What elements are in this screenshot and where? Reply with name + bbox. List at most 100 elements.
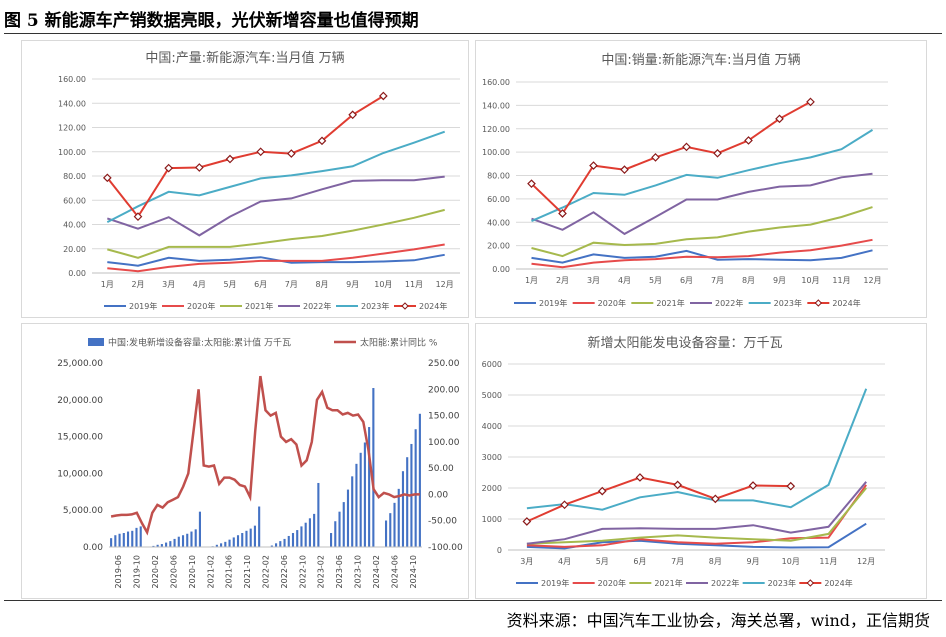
- y-tick-label: 1000: [482, 515, 502, 524]
- source-divider: [4, 600, 942, 601]
- y-left-tick-label: 10,000.00: [57, 469, 103, 479]
- x-tick-label: 2021-10: [243, 555, 252, 588]
- data-point: [558, 209, 567, 218]
- data-point: [744, 136, 753, 145]
- data-point: [748, 481, 758, 490]
- x-tick-label: 10月: [801, 276, 819, 285]
- data-point: [682, 142, 691, 152]
- chart-panel-solar-cumulative: 0.00 5,000.00 10,000.00 15,000.00 20,000.00 2…: [21, 323, 469, 599]
- bar: [418, 413, 421, 547]
- x-tick-label: 2020-10: [188, 555, 197, 588]
- bar: [283, 538, 286, 547]
- source-note: 资料来源：中国汽车工业协会，海关总署，wind，正信期货: [506, 611, 930, 630]
- data-point: [597, 486, 607, 496]
- bar: [351, 476, 354, 547]
- bar: [253, 525, 256, 547]
- chart-production: 中国:产量:新能源汽车:当月值 万辆 0.00 20.00 40.00 60.00 80.…: [58, 50, 460, 311]
- bar: [414, 429, 417, 547]
- data-point: [635, 473, 645, 482]
- bar: [300, 526, 303, 547]
- bar: [334, 521, 337, 547]
- bar: [198, 511, 201, 547]
- y-right-tick-label: 50.00: [428, 464, 454, 474]
- series-line-2023: [526, 388, 868, 511]
- y-right-tick-label: 150.00: [428, 412, 460, 422]
- series-line-2021: [107, 208, 445, 259]
- legend-label: 2022年: [711, 578, 739, 588]
- bar-series: [110, 388, 421, 547]
- series-2021: [531, 206, 873, 258]
- series-line-2024: [526, 476, 791, 523]
- legend-label: 2021年: [245, 301, 273, 311]
- bar: [359, 452, 362, 547]
- x-tick-label: 2021-02: [206, 555, 215, 588]
- bar: [355, 463, 358, 547]
- series-line-2019: [531, 249, 873, 264]
- x-tick-label: 11月: [832, 276, 850, 285]
- y-tick-label: 40.00: [63, 221, 86, 230]
- y-left-tick-label: 25,000.00: [57, 359, 103, 369]
- x-tick-label: 5月: [649, 276, 662, 285]
- x-tick-label: 3月: [587, 276, 600, 285]
- bar: [296, 530, 299, 547]
- bar: [131, 530, 134, 547]
- bar: [139, 526, 142, 547]
- y-tick-label: 100.00: [58, 148, 86, 157]
- x-tick-label: 2024-10: [409, 555, 418, 588]
- bar: [313, 513, 316, 547]
- legend-label: 2023年: [774, 298, 802, 308]
- series-2019: [531, 249, 873, 264]
- bar: [291, 533, 295, 547]
- legend-label: 2020年: [598, 298, 626, 308]
- y-tick-label: 80.00: [63, 172, 86, 181]
- bar: [245, 530, 248, 547]
- x-tick-label: 2024-02: [372, 555, 381, 588]
- bar: [342, 502, 345, 547]
- x-tick-label: 2019-06: [114, 555, 123, 588]
- data-point: [164, 163, 174, 173]
- series-2024: [102, 91, 388, 221]
- x-tick-label: 5月: [223, 280, 236, 289]
- series-2021: [526, 487, 867, 545]
- y-right-tick-label: 0.00: [428, 490, 448, 500]
- series-2024: [522, 473, 796, 526]
- legend-marker: [806, 579, 815, 587]
- x-tick-label: 2月: [556, 276, 569, 285]
- x-tick-label: 10月: [782, 557, 800, 566]
- x-tick-label: 5月: [596, 557, 609, 566]
- bar: [118, 533, 121, 547]
- bar: [363, 442, 366, 547]
- x-tick-label: 2023-06: [335, 555, 344, 588]
- y-tick-label: 160.00: [482, 78, 510, 87]
- data-point: [225, 154, 235, 164]
- bar: [397, 488, 400, 547]
- series-2022: [106, 175, 445, 237]
- x-tick-label: 2024-06: [390, 555, 399, 588]
- bar: [186, 533, 189, 547]
- x-tick-label: 2月: [131, 280, 144, 289]
- x-tick-label: 7月: [711, 276, 724, 285]
- y-tick-label: 60.00: [487, 195, 510, 204]
- data-point: [348, 110, 358, 120]
- series-2024: [527, 97, 815, 218]
- series-2022: [531, 172, 873, 236]
- x-tick-label: 2022-06: [280, 555, 289, 588]
- data-point: [806, 97, 815, 107]
- bar: [279, 541, 282, 547]
- y-tick-label: 4000: [482, 422, 502, 431]
- y-left-tick-label: 0.00: [83, 543, 103, 553]
- bar: [177, 536, 180, 547]
- title-divider: [4, 33, 942, 34]
- bar: [126, 531, 130, 547]
- x-tick-label: 9月: [346, 280, 359, 289]
- bar: [308, 518, 311, 547]
- legend-line-label: 太阳能:累计同比 %: [360, 337, 438, 349]
- bar: [215, 544, 218, 547]
- chart-panel-sales: 中国:销量:新能源汽车:当月值 万辆 0.00 20.00 40.00 60.00 80.…: [475, 40, 927, 318]
- legend-label: 2019年: [539, 298, 567, 308]
- y-tick-label: 20.00: [63, 245, 86, 254]
- bar: [190, 531, 193, 547]
- bar: [169, 541, 172, 547]
- series-line-2020: [107, 243, 445, 273]
- series-line-2020: [526, 484, 868, 548]
